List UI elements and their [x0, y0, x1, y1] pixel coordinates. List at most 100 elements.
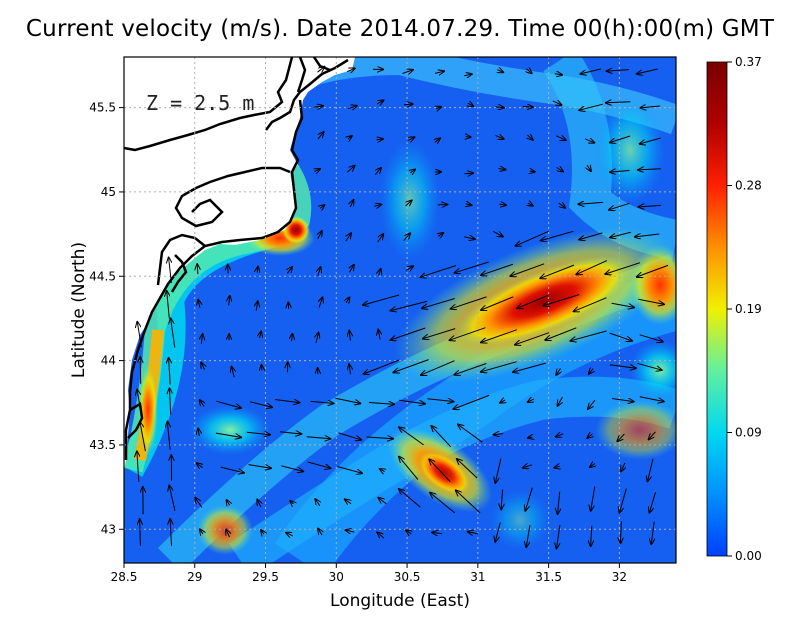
grid-lines [124, 57, 676, 563]
velocity-arrow [607, 70, 630, 72]
velocity-arrow [557, 524, 561, 549]
velocity-arrow [377, 532, 385, 538]
velocity-arrow [639, 396, 664, 402]
velocity-arrow [458, 425, 483, 443]
x-tick-label: 32 [612, 570, 627, 584]
velocity-arrow [378, 330, 380, 340]
velocity-arrow [377, 139, 383, 140]
velocity-arrow [215, 432, 241, 437]
velocity-arrow [350, 265, 354, 273]
colorbar-tick-label: 0.19 [735, 302, 762, 316]
velocity-arrow [399, 427, 424, 446]
velocity-arrow [399, 399, 425, 404]
velocity-arrow [374, 204, 381, 206]
velocity-arrow [605, 262, 641, 274]
velocity-arrow [468, 532, 479, 534]
colorbar-ticks: 0.00 0.09 0.19 0.28 0.37 [706, 55, 762, 563]
velocity-arrow [530, 171, 535, 172]
velocity-arrow [408, 137, 414, 140]
x-tick-label: 29 [187, 570, 202, 584]
plot-frame [123, 56, 677, 564]
velocity-arrow [420, 265, 457, 278]
velocity-arrow [227, 500, 230, 505]
velocity-arrow [579, 232, 603, 240]
velocity-arrow [257, 500, 261, 508]
velocity-arrow [591, 486, 596, 510]
velocity-arrow [464, 237, 475, 239]
velocity-arrow [198, 300, 200, 309]
x-tick-label: 30.5 [394, 570, 421, 584]
velocity-arrow [377, 234, 384, 243]
velocity-arrow [499, 204, 506, 205]
colorbar-tick-label: 0.00 [735, 549, 762, 563]
x-tick-label: 31 [470, 570, 485, 584]
velocity-arrow [527, 69, 532, 73]
velocity-arrow [320, 205, 324, 208]
velocity-arrow [541, 230, 574, 240]
velocity-arrow [346, 233, 351, 242]
velocity-arrow [315, 499, 320, 507]
velocity-arrow [513, 362, 546, 372]
velocity-arrow [640, 106, 661, 108]
velocity-arrow [481, 329, 518, 343]
velocity-arrow [317, 132, 324, 140]
x-tick-label: 31.5 [535, 570, 562, 584]
velocity-arrow [170, 388, 171, 415]
velocity-arrow [481, 296, 514, 310]
velocity-arrow [423, 328, 456, 339]
velocity-arrow [455, 261, 489, 273]
velocity-arrow [430, 493, 456, 514]
velocity-arrow [543, 294, 580, 306]
velocity-arrow [171, 319, 176, 348]
velocity-arrow [335, 397, 360, 403]
velocity-arrow [649, 492, 656, 512]
velocity-arrow [140, 357, 141, 384]
velocity-arrow [307, 461, 331, 468]
velocity-arrow [403, 104, 413, 105]
colorbar-frame [706, 61, 728, 557]
velocity-arrow [606, 102, 631, 103]
velocity-arrow [492, 230, 503, 236]
velocity-arrow [314, 106, 323, 108]
depth-label: Z = 2.5 m [146, 91, 254, 115]
velocity-arrow [201, 363, 205, 370]
velocity-arrow [274, 400, 300, 403]
velocity-arrow [410, 169, 415, 172]
velocity-arrow [391, 300, 428, 310]
velocity-arrow [318, 231, 322, 240]
velocity-arrow [349, 331, 350, 341]
velocity-arrow [200, 529, 203, 534]
velocity-arrow [432, 533, 443, 534]
velocity-arrow [610, 171, 630, 173]
velocity-arrow [257, 267, 258, 273]
velocity-arrow [637, 362, 662, 370]
colorbar [707, 62, 727, 556]
velocity-field [124, 57, 676, 563]
velocity-arrow [346, 530, 355, 532]
velocity-arrow [523, 465, 533, 468]
velocity-arrow [427, 399, 453, 402]
velocity-arrow [554, 466, 560, 467]
velocity-arrow [619, 488, 627, 513]
velocity-arrow [347, 68, 355, 71]
velocity-arrow [137, 322, 142, 348]
velocity-arrow [610, 231, 632, 237]
velocity-arrow [453, 394, 490, 409]
velocity-arrow [651, 521, 654, 544]
velocity-arrow [280, 432, 301, 434]
velocity-arrow [363, 294, 400, 305]
velocity-vectors [137, 67, 669, 549]
velocity-arrow [287, 267, 292, 274]
velocity-arrow [515, 332, 550, 345]
velocity-arrow [648, 458, 654, 482]
velocity-arrow [609, 364, 636, 368]
velocity-arrow [454, 363, 487, 375]
velocity-arrow [348, 136, 352, 139]
velocity-arrow [528, 437, 532, 438]
velocity-arrow [315, 169, 321, 172]
chart-title: Current velocity (m/s). Date 2014.07.29.… [25, 16, 775, 42]
velocity-arrow [558, 203, 566, 208]
velocity-arrow [500, 400, 505, 403]
velocity-arrow [169, 258, 172, 283]
